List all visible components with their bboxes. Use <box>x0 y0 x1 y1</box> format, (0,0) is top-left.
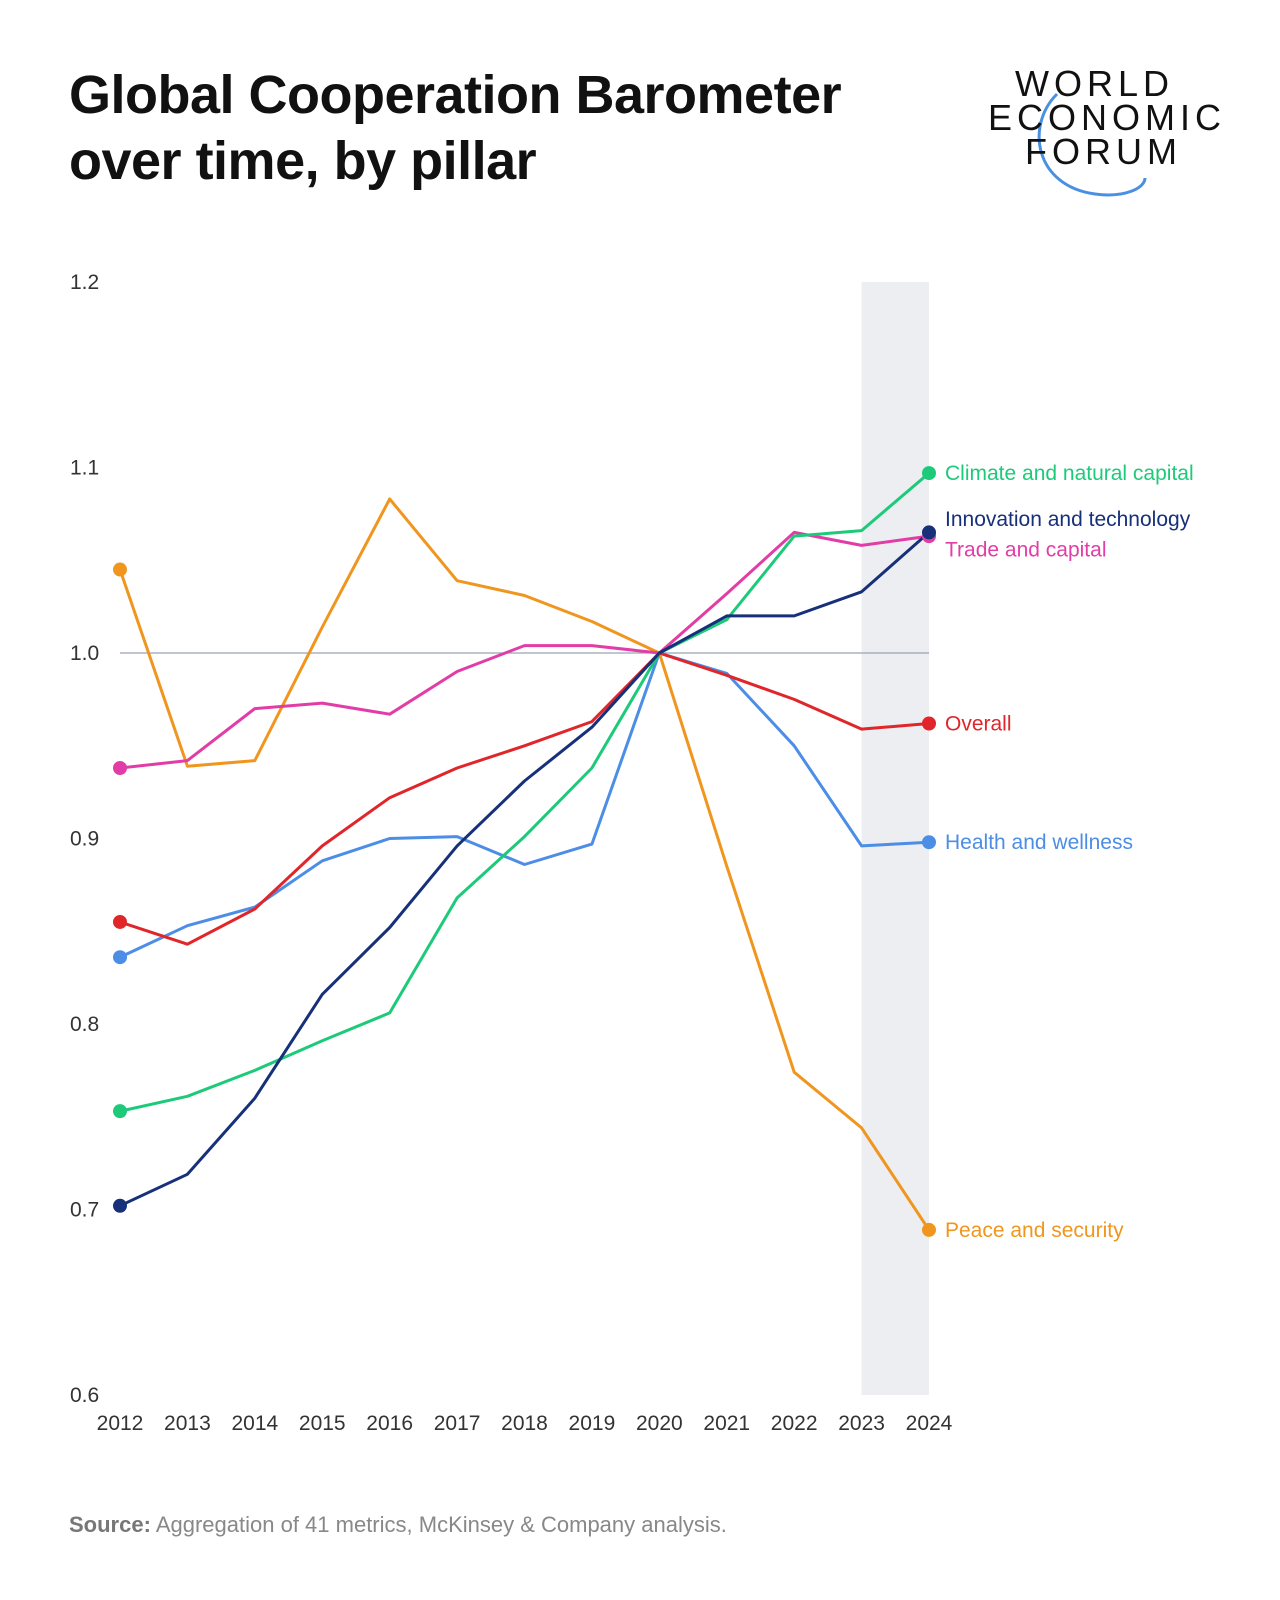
logo-line-3: FORUM <box>1025 131 1182 172</box>
highlight-band <box>861 282 929 1395</box>
series-line-trade-and-capital <box>119 530 930 770</box>
y-tick-label: 1.2 <box>70 271 99 294</box>
title-line-1: Global Cooperation Barometer <box>69 65 842 125</box>
series-label-trade-and-capital: Trade and capital <box>945 538 1107 561</box>
x-tick-label: 2012 <box>97 1412 144 1435</box>
source-note: Source: Aggregation of 41 metrics, McKin… <box>69 1512 727 1538</box>
x-tick-label: 2019 <box>569 1412 616 1435</box>
source-text: Aggregation of 41 metrics, McKinsey & Co… <box>155 1512 727 1537</box>
series-line-peace-and-security <box>118 497 931 1231</box>
y-tick-label: 0.9 <box>70 828 99 851</box>
data-point-overall <box>922 716 936 731</box>
wef-logo: WORLD ECONOMIC FORUM <box>985 66 1225 206</box>
series-label-innovation-and-technology: Innovation and technology <box>945 508 1191 531</box>
data-point-peace-and-security <box>922 1222 936 1237</box>
x-tick-label: 2014 <box>231 1412 278 1435</box>
data-point-health-and-wellness <box>922 835 936 850</box>
x-tick-label: 2021 <box>703 1412 750 1435</box>
chart-title: Global Cooperation Barometer over time, … <box>69 62 842 194</box>
x-tick-label: 2016 <box>366 1412 413 1435</box>
series-line-innovation-and-technology <box>119 531 930 1208</box>
x-tick-label: 2020 <box>636 1412 683 1435</box>
series-label-climate-and-natural-capital: Climate and natural capital <box>945 462 1194 485</box>
data-point-overall <box>113 914 127 929</box>
data-point-trade-and-capital <box>113 761 127 776</box>
x-tick-label: 2017 <box>434 1412 481 1435</box>
logo-arc-icon <box>1037 92 1147 197</box>
data-point-innovation-and-technology <box>113 1198 127 1213</box>
series-line-overall <box>119 651 930 946</box>
x-tick-label: 2022 <box>771 1412 818 1435</box>
y-tick-label: 1.1 <box>70 457 99 480</box>
x-tick-label: 2024 <box>906 1412 953 1435</box>
data-point-climate-and-natural-capital <box>113 1104 127 1119</box>
x-tick-label: 2018 <box>501 1412 548 1435</box>
x-tick-label: 2013 <box>164 1412 211 1435</box>
logo-line-2: ECONOMIC <box>988 97 1226 138</box>
x-tick-label: 2015 <box>299 1412 346 1435</box>
logo-line-1: WORLD <box>1015 63 1174 104</box>
title-line-2: over time, by pillar <box>69 131 537 191</box>
series-label-overall: Overall <box>945 712 1012 735</box>
data-point-innovation-and-technology <box>922 525 936 540</box>
y-tick-label: 0.8 <box>70 1013 99 1036</box>
series-label-health-and-wellness: Health and wellness <box>945 831 1133 854</box>
source-label: Source: <box>69 1512 151 1537</box>
data-point-health-and-wellness <box>113 950 127 965</box>
y-tick-label: 1.0 <box>70 642 99 665</box>
y-tick-label: 0.6 <box>70 1384 99 1407</box>
y-tick-label: 0.7 <box>70 1199 99 1222</box>
series-line-health-and-wellness <box>119 651 930 959</box>
x-tick-label: 2023 <box>838 1412 885 1435</box>
series-line-climate-and-natural-capital <box>119 471 930 1113</box>
data-point-peace-and-security <box>113 562 127 577</box>
data-point-climate-and-natural-capital <box>922 466 936 481</box>
series-label-peace-and-security: Peace and security <box>945 1219 1124 1242</box>
